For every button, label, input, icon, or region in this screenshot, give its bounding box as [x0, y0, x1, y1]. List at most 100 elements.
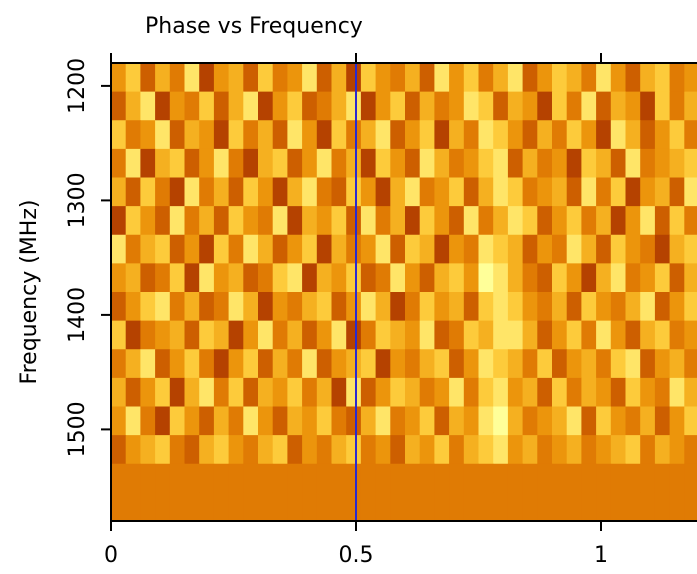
heatmap-cell	[390, 177, 406, 207]
heatmap-cell	[316, 406, 332, 436]
heatmap-cell	[272, 377, 288, 407]
heatmap-cell	[463, 206, 479, 236]
heatmap-cell	[449, 206, 465, 236]
heatmap-cell	[390, 349, 406, 379]
heatmap-cell	[537, 320, 553, 350]
heatmap-cell	[316, 292, 332, 322]
heatmap-cell	[640, 492, 656, 521]
heatmap-cell	[243, 406, 259, 436]
heatmap-cell	[272, 120, 288, 150]
heatmap-cell	[522, 320, 538, 350]
heatmap-cell	[287, 263, 303, 293]
heatmap-cell	[610, 292, 626, 322]
heatmap-cell	[463, 435, 479, 465]
heatmap-cell	[625, 263, 641, 293]
heatmap-cell	[258, 435, 274, 465]
heatmap-cell	[537, 148, 553, 178]
heatmap-cell	[169, 292, 185, 322]
heatmap-cell	[125, 91, 141, 121]
heatmap-cell	[625, 120, 641, 150]
heatmap-cell	[478, 206, 494, 236]
heatmap-cell	[669, 435, 685, 465]
heatmap-cell	[169, 177, 185, 207]
heatmap-cell	[360, 349, 377, 379]
heatmap-cell	[199, 206, 215, 236]
heatmap-cell	[493, 120, 509, 150]
heatmap-cell	[596, 320, 612, 350]
heatmap-cell	[390, 435, 406, 465]
heatmap-cell	[316, 349, 332, 379]
heatmap-cell	[213, 492, 230, 521]
heatmap-cell	[258, 177, 274, 207]
heatmap-cell	[478, 406, 494, 436]
heatmap-cell	[684, 406, 697, 436]
heatmap-cell	[243, 234, 259, 264]
heatmap-cell	[272, 463, 288, 493]
heatmap-cell	[331, 406, 347, 436]
heatmap-cell	[493, 234, 509, 264]
heatmap-cell	[434, 234, 450, 264]
heatmap-cell	[684, 91, 697, 121]
heatmap-cell	[346, 120, 362, 150]
heatmap-cell	[478, 148, 494, 178]
heatmap-cell	[272, 206, 288, 236]
heatmap-cell	[331, 377, 347, 407]
heatmap-cell	[493, 463, 509, 493]
heatmap-cell	[478, 234, 494, 264]
heatmap-cell	[258, 91, 274, 121]
heatmap-cell	[449, 406, 465, 436]
heatmap-cell	[111, 148, 127, 178]
heatmap-cell	[228, 148, 244, 178]
heatmap-cell	[213, 206, 230, 236]
heatmap-cell	[272, 349, 288, 379]
heatmap-cell	[566, 320, 582, 350]
heatmap-cell	[434, 148, 450, 178]
heatmap-cell	[654, 148, 671, 178]
heatmap-cell	[596, 292, 612, 322]
heatmap-cell	[390, 234, 406, 264]
heatmap-cell	[640, 349, 656, 379]
heatmap-cell	[507, 435, 524, 465]
heatmap-cell	[331, 263, 347, 293]
heatmap-cell	[610, 377, 626, 407]
heatmap	[111, 63, 697, 521]
heatmap-cell	[125, 292, 141, 322]
heatmap-cell	[566, 349, 582, 379]
heatmap-cell	[228, 492, 244, 521]
heatmap-cell	[478, 349, 494, 379]
heatmap-cell	[434, 292, 450, 322]
heatmap-cell	[478, 320, 494, 350]
heatmap-cell	[199, 263, 215, 293]
heatmap-cell	[654, 91, 671, 121]
heatmap-cell	[390, 377, 406, 407]
heatmap-cell	[522, 177, 538, 207]
heatmap-cell	[155, 148, 171, 178]
heatmap-cell	[243, 63, 259, 93]
heatmap-cell	[566, 463, 582, 493]
heatmap-cell	[111, 349, 127, 379]
heatmap-cell	[507, 406, 524, 436]
heatmap-cell	[640, 63, 656, 93]
heatmap-cell	[654, 177, 671, 207]
heatmap-cell	[493, 177, 509, 207]
heatmap-cell	[111, 206, 127, 236]
heatmap-cell	[610, 63, 626, 93]
heatmap-cell	[360, 120, 377, 150]
heatmap-cell	[258, 377, 274, 407]
heatmap-cell	[272, 320, 288, 350]
heatmap-cell	[522, 435, 538, 465]
heatmap-cell	[184, 91, 200, 121]
heatmap-cell	[610, 234, 626, 264]
heatmap-cell	[449, 320, 465, 350]
heatmap-cell	[199, 234, 215, 264]
heatmap-cell	[684, 492, 697, 521]
heatmap-cell	[537, 120, 553, 150]
heatmap-cell	[213, 177, 230, 207]
heatmap-cell	[463, 406, 479, 436]
heatmap-cell	[111, 406, 127, 436]
heatmap-cell	[155, 177, 171, 207]
heatmap-cell	[140, 206, 156, 236]
heatmap-cell	[331, 148, 347, 178]
heatmap-cell	[434, 63, 450, 93]
heatmap-cell	[346, 492, 362, 521]
